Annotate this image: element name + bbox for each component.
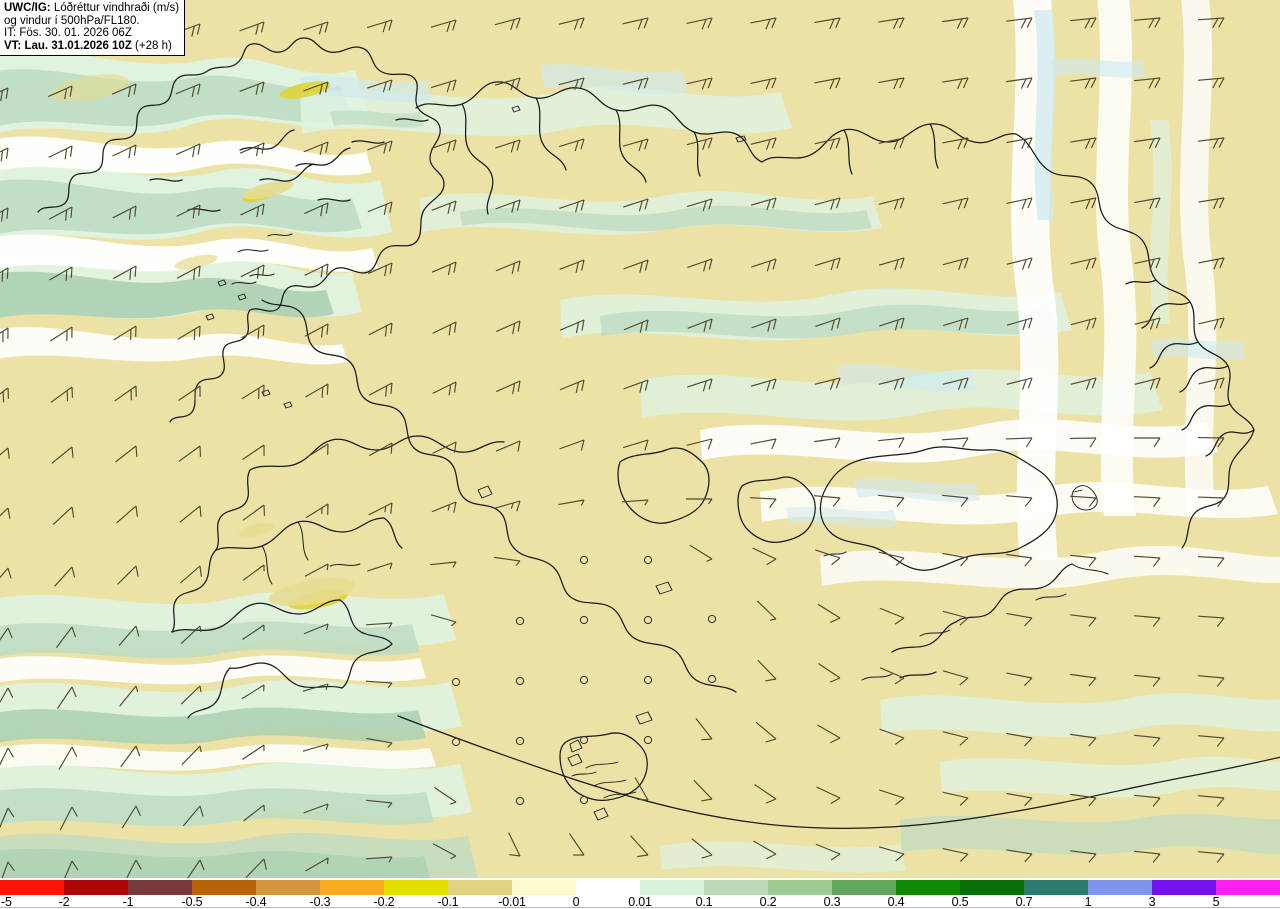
colorbar-tick-18: 3 bbox=[1148, 895, 1156, 909]
colorbar-band-18[interactable] bbox=[1152, 880, 1216, 895]
colorbar-tick-3: -0.5 bbox=[181, 895, 203, 909]
info-line-3-init-time: IT: Fös. 30. 01. 2026 06Z bbox=[4, 27, 132, 40]
map-info-legend: UWC/IG: Lóðréttur vindhraði (m/s) og vin… bbox=[0, 0, 186, 57]
info-line-2: og vindur í 500hPa/FL180. bbox=[4, 14, 140, 27]
colorbar-band-11[interactable] bbox=[704, 880, 768, 895]
colorbar-tick-12: 0.2 bbox=[759, 895, 777, 909]
info-line-4: VT: Lau. 31.01.2026 10Z (+28 h) bbox=[4, 40, 179, 53]
colorbar-tick-0: -5 bbox=[1, 895, 12, 909]
colorbar-band-1[interactable] bbox=[64, 880, 128, 895]
coastline-layer bbox=[0, 9, 1280, 829]
colorbar-tick-4: -0.4 bbox=[245, 895, 267, 909]
colorbar-band-12[interactable] bbox=[768, 880, 832, 895]
colorbar-tick-8: -0.01 bbox=[498, 895, 526, 909]
colorbar-band-19[interactable] bbox=[1216, 880, 1280, 895]
colorbar-tick-17: 1 bbox=[1084, 895, 1092, 909]
colorbar-band-13[interactable] bbox=[832, 880, 896, 895]
colorbar-tick-11: 0.1 bbox=[695, 895, 713, 909]
map-svg bbox=[0, 0, 1280, 878]
colorbar-band-4[interactable] bbox=[256, 880, 320, 895]
colorbar: -5 -2 -1 -0.5 -0.4 -0.3 -0.2 -0.1 -0.01 0 0.01 0.1 0… bbox=[0, 878, 1280, 909]
colorbar-tick-19: 5 bbox=[1212, 895, 1220, 909]
colorbar-band-16[interactable] bbox=[1024, 880, 1088, 895]
colorbar-band-15[interactable] bbox=[960, 880, 1024, 895]
colorbar-tick-1: -2 bbox=[58, 895, 70, 909]
colorbar-tick-15: 0.5 bbox=[951, 895, 969, 909]
colorbar-band-2[interactable] bbox=[128, 880, 192, 895]
colorbar-strip[interactable] bbox=[0, 880, 1280, 895]
colorbar-tick-5: -0.3 bbox=[309, 895, 331, 909]
colorbar-tick-16: 0.7 bbox=[1015, 895, 1033, 909]
colorbar-tick-9: 0 bbox=[572, 895, 580, 909]
colorbar-band-17[interactable] bbox=[1088, 880, 1152, 895]
colorbar-band-5[interactable] bbox=[320, 880, 384, 895]
map-canvas[interactable] bbox=[0, 0, 1280, 878]
colorbar-band-7[interactable] bbox=[448, 880, 512, 895]
colorbar-band-8[interactable] bbox=[512, 880, 576, 895]
info-line-1-rest: Lóðréttur vindhraði (m/s) bbox=[50, 2, 180, 14]
colorbar-band-3[interactable] bbox=[192, 880, 256, 895]
colorbar-tick-labels: -5 -2 -1 -0.5 -0.4 -0.3 -0.2 -0.1 -0.01 0 0.01 0.1 0… bbox=[0, 895, 1280, 909]
colorbar-tick-14: 0.4 bbox=[887, 895, 905, 909]
colorbar-tick-6: -0.2 bbox=[373, 895, 395, 909]
info-line-1: UWC/IG: Lóðréttur vindhraði (m/s) bbox=[4, 2, 179, 15]
info-source-label: UWC/IG: bbox=[4, 2, 51, 14]
colorbar-band-10[interactable] bbox=[640, 880, 704, 895]
vertical-velocity-field bbox=[0, 0, 1280, 878]
colorbar-tick-13: 0.3 bbox=[823, 895, 841, 909]
info-valid-time-label: VT: Lau. 31.01.2026 10Z bbox=[4, 39, 132, 52]
colorbar-band-0[interactable] bbox=[0, 880, 64, 895]
colorbar-tick-7: -0.1 bbox=[437, 895, 459, 909]
colorbar-band-9[interactable] bbox=[576, 880, 640, 895]
colorbar-band-14[interactable] bbox=[896, 880, 960, 895]
colorbar-band-6[interactable] bbox=[384, 880, 448, 895]
colorbar-tick-2: -1 bbox=[122, 895, 134, 909]
colorbar-tick-10: 0.01 bbox=[628, 895, 652, 909]
info-valid-time-offset: (+28 h) bbox=[131, 39, 172, 52]
